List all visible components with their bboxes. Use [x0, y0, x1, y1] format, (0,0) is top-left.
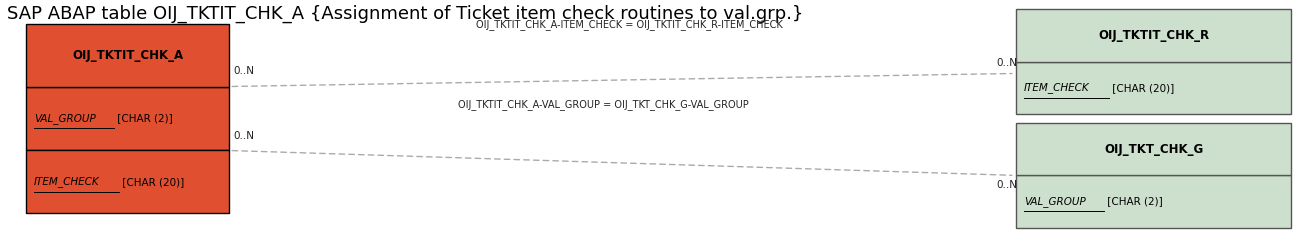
Text: ITEM_CHECK: ITEM_CHECK	[34, 176, 100, 187]
Text: 0..N: 0..N	[233, 66, 254, 76]
Text: VAL_GROUP: VAL_GROUP	[34, 113, 96, 124]
FancyBboxPatch shape	[1016, 62, 1291, 114]
Text: 0..N: 0..N	[996, 58, 1017, 68]
Text: [CHAR (2)]: [CHAR (2)]	[114, 114, 173, 123]
Text: VAL_GROUP: VAL_GROUP	[1024, 196, 1086, 207]
Text: OIJ_TKTIT_CHK_R: OIJ_TKTIT_CHK_R	[1099, 29, 1209, 42]
FancyBboxPatch shape	[26, 24, 229, 87]
FancyBboxPatch shape	[1016, 123, 1291, 175]
FancyBboxPatch shape	[1016, 175, 1291, 228]
Text: [CHAR (20)]: [CHAR (20)]	[119, 177, 184, 187]
FancyBboxPatch shape	[1016, 9, 1291, 62]
Text: [CHAR (2)]: [CHAR (2)]	[1104, 196, 1163, 206]
Text: OIJ_TKTIT_CHK_A-VAL_GROUP = OIJ_TKT_CHK_G-VAL_GROUP: OIJ_TKTIT_CHK_A-VAL_GROUP = OIJ_TKT_CHK_…	[458, 99, 749, 110]
Text: OIJ_TKTIT_CHK_A-ITEM_CHECK = OIJ_TKTIT_CHK_R-ITEM_CHECK: OIJ_TKTIT_CHK_A-ITEM_CHECK = OIJ_TKTIT_C…	[476, 19, 783, 30]
FancyBboxPatch shape	[26, 150, 229, 213]
Text: ITEM_CHECK: ITEM_CHECK	[1024, 82, 1089, 93]
FancyBboxPatch shape	[26, 87, 229, 150]
Text: OIJ_TKTIT_CHK_A: OIJ_TKTIT_CHK_A	[72, 49, 184, 62]
Text: 0..N: 0..N	[233, 131, 254, 141]
Text: SAP ABAP table OIJ_TKTIT_CHK_A {Assignment of Ticket item check routines to val.: SAP ABAP table OIJ_TKTIT_CHK_A {Assignme…	[7, 5, 802, 23]
Text: [CHAR (20)]: [CHAR (20)]	[1109, 83, 1173, 93]
Text: OIJ_TKT_CHK_G: OIJ_TKT_CHK_G	[1104, 143, 1203, 156]
Text: 0..N: 0..N	[996, 180, 1017, 190]
